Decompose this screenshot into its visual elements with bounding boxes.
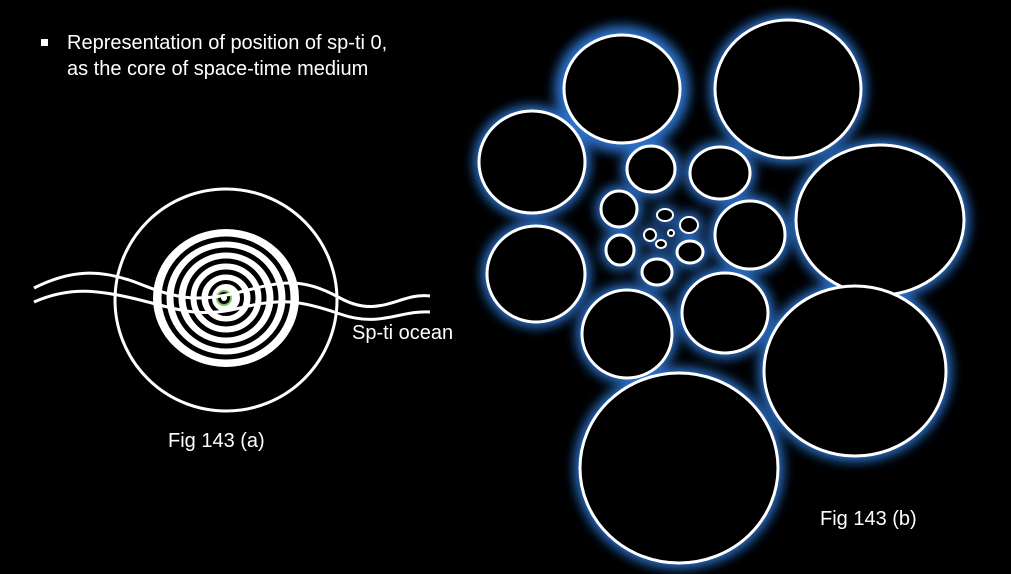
outer-sphere xyxy=(113,187,339,413)
cell xyxy=(599,189,639,229)
cell xyxy=(655,239,667,249)
wave-line-lower xyxy=(33,289,431,321)
cell xyxy=(656,208,674,222)
ring-1 xyxy=(161,236,291,360)
cell xyxy=(640,257,674,287)
figure-b-caption: Fig 143 (b) xyxy=(820,508,917,530)
bullet-text: Representation of position of sp-ti 0, a… xyxy=(67,30,487,82)
cell xyxy=(643,228,657,242)
cell xyxy=(580,288,674,380)
cell xyxy=(625,144,677,194)
bullet-text-line-2: as the core of space-time medium xyxy=(67,58,369,80)
cell-group xyxy=(477,18,966,565)
cell xyxy=(713,199,787,271)
ring-2 xyxy=(173,247,279,349)
cell xyxy=(762,284,948,458)
cell xyxy=(713,18,863,160)
cell xyxy=(562,33,682,145)
bullet-text-line-1: Representation of position of sp-ti 0, xyxy=(67,32,388,54)
cell xyxy=(675,239,705,265)
ocean-label: Sp-ti ocean xyxy=(352,322,454,344)
wave-line-upper xyxy=(33,271,431,309)
cell xyxy=(667,229,675,237)
cell xyxy=(688,145,752,201)
cell xyxy=(679,216,699,234)
cell xyxy=(485,224,587,324)
cell xyxy=(477,109,587,215)
cell xyxy=(680,271,770,355)
figure-a-caption: Fig 143 (a) xyxy=(168,430,265,452)
bullet-square-icon xyxy=(41,39,48,46)
cell xyxy=(578,371,780,565)
cell xyxy=(604,233,636,267)
cell xyxy=(794,143,966,297)
